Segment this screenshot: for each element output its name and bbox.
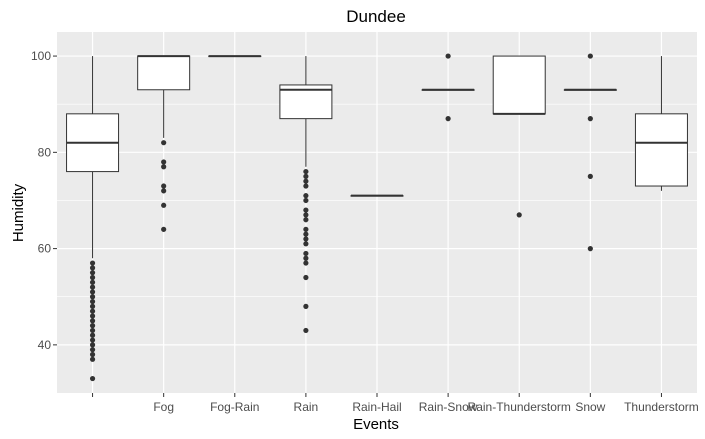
- x-tick-label: Thunderstorm: [624, 400, 699, 414]
- outlier-point: [303, 197, 309, 204]
- outlier-point: [587, 246, 593, 252]
- outlier-point: [587, 53, 593, 59]
- x-tick-label: Fog-Rain: [210, 400, 259, 414]
- outlier-point: [89, 337, 96, 343]
- outlier-point: [516, 212, 522, 218]
- outlier-point: [161, 159, 167, 165]
- outlier-point: [161, 164, 167, 170]
- outlier-point: [303, 212, 309, 218]
- outlier-point: [303, 327, 309, 334]
- outlier-point: [161, 183, 167, 189]
- outlier-point: [303, 274, 309, 281]
- y-tick-label: 80: [38, 145, 52, 159]
- outlier-point: [89, 284, 96, 290]
- outlier-point: [89, 260, 96, 266]
- outlier-point: [89, 303, 96, 309]
- outlier-point: [445, 53, 451, 59]
- outlier-point: [89, 279, 96, 285]
- outlier-point: [89, 298, 96, 305]
- box-group: [563, 53, 617, 252]
- outlier-point: [89, 323, 96, 329]
- outlier-point: [303, 193, 309, 199]
- y-axis: 40 60 80 100: [31, 49, 57, 352]
- outlier-point: [303, 250, 309, 257]
- box-body: [492, 55, 546, 115]
- outlier-point: [89, 356, 96, 362]
- outlier-point: [89, 308, 96, 314]
- outlier-point: [303, 178, 309, 184]
- outlier-point: [303, 236, 309, 242]
- outlier-point: [161, 188, 167, 194]
- outlier-point: [303, 217, 309, 223]
- outlier-point: [303, 168, 309, 175]
- outlier-point: [161, 140, 167, 146]
- outlier-point: [89, 265, 96, 271]
- x-axis-title: Events: [353, 416, 399, 433]
- outlier-point: [89, 375, 96, 382]
- outlier-point: [89, 342, 96, 348]
- box-group: [208, 55, 262, 58]
- outlier-point: [89, 351, 96, 358]
- outlier-point: [89, 270, 96, 276]
- y-tick-label: 100: [31, 49, 51, 63]
- outlier-point: [89, 294, 96, 300]
- box-group: [137, 55, 191, 232]
- outlier-point: [89, 289, 96, 295]
- outlier-point: [303, 231, 309, 237]
- outlier-point: [89, 313, 96, 319]
- outlier-point: [303, 207, 309, 213]
- outlier-point: [161, 226, 167, 232]
- outlier-point: [587, 173, 593, 179]
- x-tick-label: Rain-Snow: [419, 400, 478, 414]
- box-group: [66, 56, 120, 382]
- x-tick-label: Fog: [153, 400, 174, 414]
- y-tick-label: 40: [38, 338, 52, 352]
- y-axis-title: Humidity: [10, 183, 27, 242]
- x-tick-label: Snow: [575, 400, 605, 414]
- box-group: [634, 56, 688, 191]
- x-axis: Fog Fog-Rain Rain Rain-Hail Rain-SnowRain-Th…: [92, 393, 699, 414]
- box-group: [279, 56, 333, 334]
- outlier-point: [303, 173, 309, 179]
- chart-title: Dundee: [346, 7, 406, 26]
- outlier-point: [89, 274, 96, 281]
- outlier-point: [161, 202, 167, 208]
- box-body: [137, 55, 191, 91]
- outlier-point: [89, 327, 96, 334]
- outlier-point: [89, 347, 96, 353]
- outlier-point: [303, 241, 309, 247]
- outlier-point: [303, 226, 309, 232]
- x-tick-label: Rain-Thunderstorm: [468, 400, 571, 414]
- outlier-point: [303, 260, 309, 266]
- outlier-point: [587, 116, 593, 122]
- box-group: [350, 194, 404, 197]
- x-tick-label: Rain: [294, 400, 319, 414]
- box-group: [421, 53, 475, 122]
- outlier-point: [89, 318, 96, 324]
- y-tick-label: 60: [38, 242, 52, 256]
- outlier-point: [445, 116, 451, 122]
- boxes-layer: [66, 53, 688, 382]
- outlier-point: [303, 183, 309, 189]
- outlier-point: [303, 255, 309, 261]
- box-body: [634, 113, 688, 187]
- x-tick-label: Rain-Hail: [352, 400, 401, 414]
- outlier-point: [89, 332, 96, 338]
- box-group: [492, 55, 546, 218]
- outlier-point: [303, 303, 309, 309]
